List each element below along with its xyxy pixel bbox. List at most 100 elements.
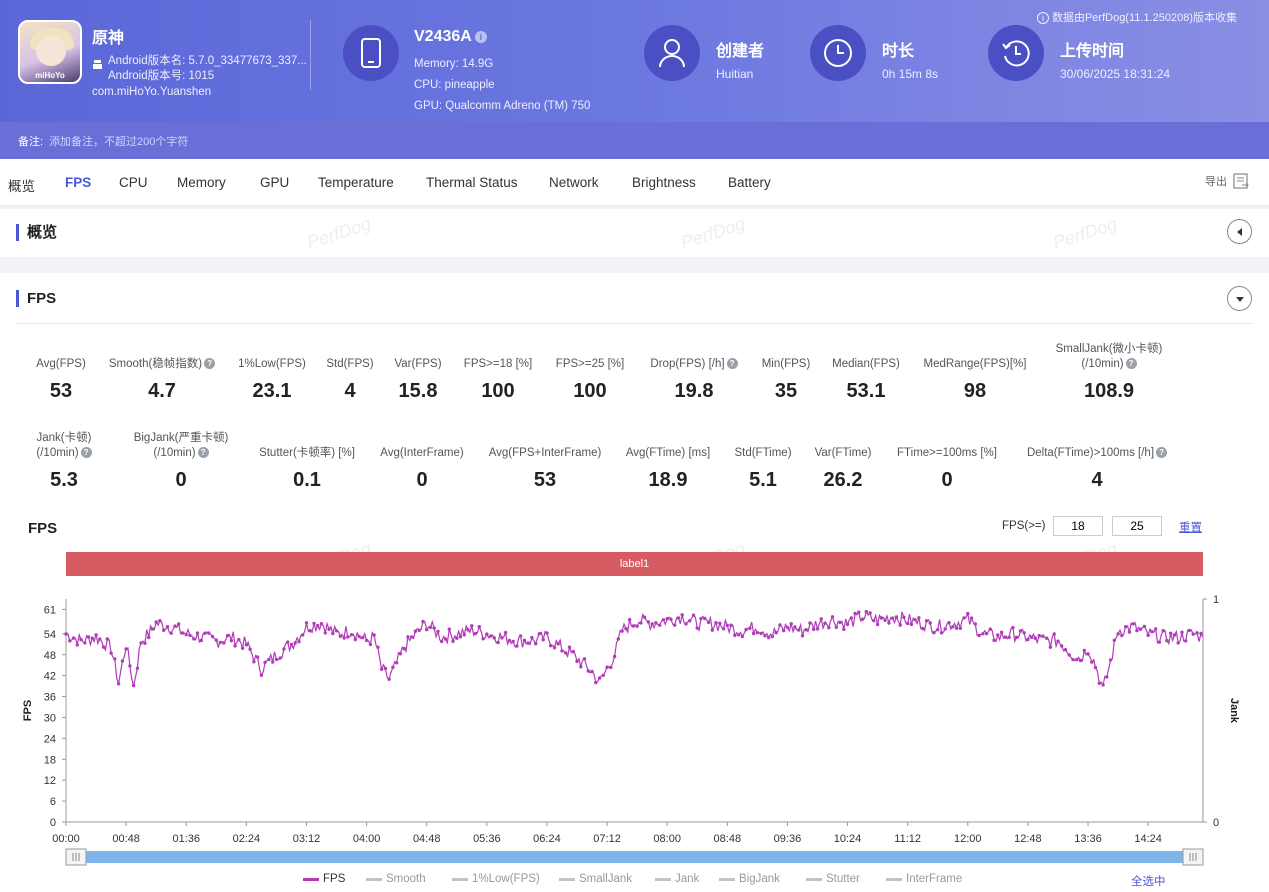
fps-point <box>1086 652 1090 656</box>
help-icon[interactable]: ? <box>1125 358 1137 370</box>
fps-point <box>1157 640 1162 644</box>
reset-link[interactable]: 重置 <box>1179 522 1202 534</box>
legend-item-bigjank[interactable]: BigJank <box>719 873 780 885</box>
note-bar[interactable]: 备注: 添加备注，不超过200个字符 <box>0 122 1269 159</box>
fps-point <box>744 627 748 632</box>
fps-collapse-button[interactable] <box>1227 286 1252 311</box>
stat-label: MedRange(FPS)[%] <box>923 358 1027 370</box>
legend-item-interframe[interactable]: InterFrame <box>886 873 962 885</box>
fps-point <box>503 630 508 635</box>
stat-r1-4: Var(FPS) 15.8 <box>338 357 498 403</box>
legend-item-jank[interactable]: Jank <box>655 873 699 885</box>
fps-point <box>962 616 966 620</box>
fps-point <box>800 634 805 638</box>
y2-axis-label: Jank <box>1228 698 1240 724</box>
fps-point <box>1150 629 1154 634</box>
fps-point <box>1063 648 1068 652</box>
help-icon[interactable]: ? <box>1156 447 1168 459</box>
fps-point <box>860 617 865 621</box>
tab-overview[interactable]: 概览 <box>8 179 35 194</box>
fps-point <box>237 637 241 642</box>
fps-point <box>458 635 463 639</box>
fps-threshold-low-input[interactable] <box>1053 516 1103 536</box>
fps-point <box>240 646 245 650</box>
tab-cpu[interactable]: CPU <box>119 175 148 190</box>
x-tick-label: 14:24 <box>1134 833 1162 845</box>
legend-label: Smooth <box>386 873 426 885</box>
fps-point <box>255 655 260 659</box>
fps-point <box>680 613 684 617</box>
fps-point <box>278 656 282 660</box>
fps-point <box>154 620 158 624</box>
stat-label: Std(FPS) <box>326 358 374 370</box>
y-tick-label: 36 <box>44 692 56 704</box>
note-label: 备注: <box>18 135 44 148</box>
help-icon[interactable]: ? <box>726 358 738 370</box>
range-slider-track[interactable] <box>76 851 1193 863</box>
tab-brightness[interactable]: Brightness <box>632 175 696 190</box>
legend-item-smooth[interactable]: Smooth <box>366 873 426 885</box>
legend-item-stutter[interactable]: Stutter <box>806 873 860 885</box>
stat-value: 5.3 <box>50 469 78 491</box>
legend-swatch <box>559 877 575 881</box>
fps-point <box>928 621 932 625</box>
fps-point <box>1180 630 1184 634</box>
fps-point <box>706 620 711 625</box>
fps-point <box>1161 629 1165 633</box>
fps-point <box>793 625 797 629</box>
fps-point <box>1112 638 1117 642</box>
fps-point <box>834 625 838 629</box>
fps-point <box>150 627 155 631</box>
legend-item-1-low-fps-[interactable]: 1%Low(FPS) <box>452 873 540 885</box>
fps-point <box>455 636 459 640</box>
fps-point <box>214 638 218 642</box>
overview-collapse-button[interactable] <box>1227 219 1252 244</box>
history-icon <box>988 25 1044 81</box>
fps-point <box>864 609 868 614</box>
fps-point <box>627 618 632 622</box>
select-all-link[interactable]: 全选中 <box>1131 876 1166 888</box>
y-tick-label: 61 <box>44 604 56 616</box>
caret-down-icon <box>1235 296 1244 302</box>
stat-label: 1%Low(FPS) <box>238 358 306 370</box>
note-input[interactable]: 添加备注，不超过200个字符 <box>49 135 189 148</box>
tab-gpu[interactable]: GPU <box>260 175 290 190</box>
fps-point <box>631 624 636 628</box>
legend-item-fps[interactable]: FPS <box>303 873 345 885</box>
stat-label: Jank(卡顿) <box>36 432 92 444</box>
stat-label: (/10min)? <box>101 446 261 461</box>
label-bar[interactable]: label1 <box>66 552 1203 576</box>
tab-temperature[interactable]: Temperature <box>318 175 394 190</box>
fps-point <box>342 636 346 640</box>
app-name: 原神 <box>92 30 125 47</box>
fps-point <box>782 628 786 633</box>
fps-threshold-high-input[interactable] <box>1112 516 1162 536</box>
fps-point <box>853 611 857 616</box>
fps-point <box>1003 635 1008 639</box>
stat-label: FTime>=100ms [%] <box>897 447 997 459</box>
help-icon[interactable]: ? <box>204 358 216 370</box>
legend-item-smalljank[interactable]: SmallJank <box>559 873 632 885</box>
tab-fps[interactable]: FPS <box>65 175 92 190</box>
tab-network[interactable]: Network <box>549 175 599 190</box>
source-note: i 数据由PerfDog(11.1.250208)版本收集 <box>1034 9 1237 25</box>
help-icon[interactable]: ? <box>197 447 209 459</box>
fps-point <box>921 626 925 631</box>
export-button[interactable]: 导出 <box>1205 173 1249 189</box>
device-cpu: CPU: pineapple <box>414 79 495 91</box>
fps-point <box>703 616 707 621</box>
stat-value: 53.1 <box>846 380 886 402</box>
fps-point <box>954 626 959 630</box>
tab-memory[interactable]: Memory <box>177 175 226 190</box>
fps-point <box>575 659 579 664</box>
stat-r2-7: Var(FTime) 26.2 <box>763 446 923 492</box>
fps-point <box>845 622 850 627</box>
help-icon[interactable]: ? <box>80 447 92 459</box>
device-info-icon[interactable]: i <box>474 30 487 43</box>
tab-thermal-status[interactable]: Thermal Status <box>426 175 518 190</box>
tab-battery[interactable]: Battery <box>728 175 771 190</box>
fps-point <box>567 645 572 649</box>
fps-chart[interactable]: 0 6 12 18 24 30 36 42 48 54 61 0 1 00:00 00:48 01:36 02:… <box>0 585 1269 870</box>
stat-label: SmallJank(微小卡顿) <box>1055 343 1163 355</box>
fps-point <box>1138 627 1143 631</box>
